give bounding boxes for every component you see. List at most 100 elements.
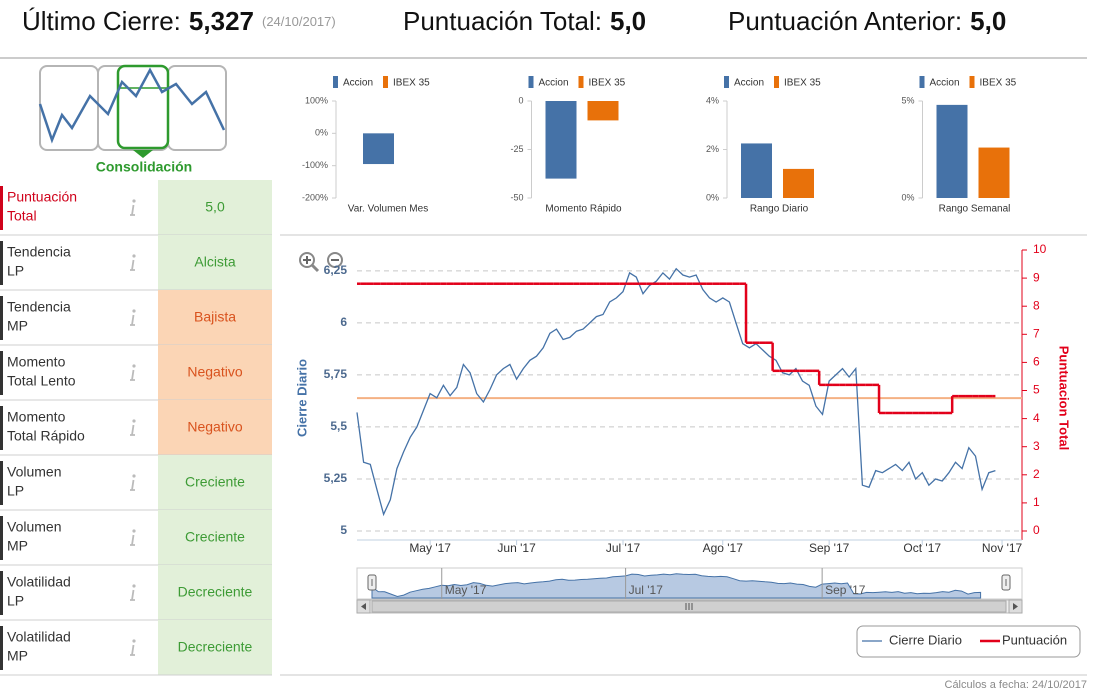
- y-axis-title: Cierre Diario: [294, 359, 309, 437]
- indicator-value-cell: [158, 565, 272, 620]
- x-tick-label: Nov '17: [982, 541, 1023, 555]
- info-stem: [130, 589, 135, 601]
- indicator-label: LP: [7, 593, 24, 609]
- y2-tick-label: 8: [1033, 298, 1040, 312]
- indicator-label: Volatilidad: [7, 629, 71, 645]
- navigator-handle[interactable]: [367, 574, 377, 591]
- y-tick-label: -25: [510, 144, 523, 154]
- navigator-handle[interactable]: [1001, 574, 1011, 591]
- indicator-label: LP: [7, 483, 24, 499]
- info-icon: [130, 529, 136, 546]
- info-stem: [130, 369, 135, 381]
- info-stem: [130, 314, 135, 326]
- info-dot: [132, 309, 136, 313]
- indicator-marker: [0, 241, 3, 285]
- y2-tick-label: 5: [1033, 383, 1040, 397]
- y2-tick-label: 2: [1033, 467, 1040, 481]
- x-tick-label: May '17: [409, 541, 451, 555]
- y-tick-label: -200%: [302, 192, 328, 202]
- x-tick-label: Jul '17: [606, 541, 641, 555]
- legend-swatch: [528, 76, 534, 88]
- indicator-value-cell: [158, 290, 272, 345]
- y2-tick-label: 10: [1033, 242, 1047, 256]
- legend-swatch: [383, 76, 388, 88]
- header-value: 5,327: [189, 6, 254, 36]
- indicator-value: Creciente: [185, 474, 245, 490]
- header-item: Último Cierre: 5,327 (24/10/2017): [22, 6, 336, 36]
- info-dot: [132, 199, 136, 203]
- indicator-marker: [0, 186, 3, 230]
- legend-swatch: [969, 76, 975, 88]
- x-category-label: Rango Semanal: [939, 204, 1011, 215]
- info-icon: [130, 309, 136, 326]
- info-dot: [132, 364, 136, 368]
- legend-label: IBEX 35: [980, 78, 1017, 89]
- indicator-value: Decreciente: [178, 584, 253, 600]
- y2-tick-label: 9: [1033, 270, 1040, 284]
- x-tick-label: Jun '17: [497, 541, 536, 555]
- indicator-value: Alcista: [194, 254, 235, 270]
- indicator-value: 5,0: [205, 199, 225, 215]
- bar: [936, 104, 968, 198]
- info-dot: [132, 584, 136, 588]
- info-icon: [130, 474, 136, 491]
- y2-tick-label: 6: [1033, 355, 1040, 369]
- indicator-marker: [0, 296, 3, 340]
- legend-swatch: [774, 76, 779, 88]
- header-item: Puntuación Anterior: 5,0: [728, 6, 1006, 36]
- legend-label: Puntuación: [1002, 632, 1067, 647]
- x-category-label: Rango Diario: [750, 204, 809, 215]
- y-tick-label: 6,25: [324, 263, 348, 277]
- indicator-value-cell: [158, 455, 272, 510]
- scrollbar[interactable]: [356, 599, 1023, 614]
- y-tick-label: 0%: [901, 192, 914, 202]
- footer-text: Cálculos a fecha: 24/10/2017: [945, 679, 1088, 691]
- indicator-value-cell: [158, 180, 272, 235]
- info-dot: [132, 639, 136, 643]
- x-category-label: Var. Volumen Mes: [348, 204, 428, 215]
- navigator-label: Jul '17: [629, 583, 664, 597]
- y-tick-label: 0: [518, 95, 523, 105]
- indicator-marker: [0, 516, 3, 560]
- info-stem: [130, 644, 135, 656]
- y2-tick-label: 3: [1033, 439, 1040, 453]
- bar: [587, 101, 619, 121]
- y-tick-label: 4%: [706, 95, 719, 105]
- header-note: (24/10/2017): [262, 14, 336, 29]
- indicator-label: MP: [7, 318, 28, 334]
- y-tick-label: 6: [340, 315, 347, 329]
- info-icon: [130, 584, 136, 601]
- indicator-label: Volumen: [7, 519, 61, 535]
- navigator-label: May '17: [445, 583, 487, 597]
- indicator-value: Negativo: [187, 364, 242, 380]
- zoom-out-button[interactable]: [327, 252, 343, 268]
- indicator-label: Volumen: [7, 464, 61, 480]
- y-tick-label: 5: [340, 523, 347, 537]
- indicator-label: Tendencia: [7, 244, 71, 260]
- y-tick-label: 5%: [901, 95, 914, 105]
- header-label: Puntuación Anterior:: [728, 6, 962, 36]
- info-stem: [130, 204, 135, 216]
- info-stem: [130, 424, 135, 436]
- indicator-value-cell: [158, 510, 272, 565]
- indicator-value: Bajista: [194, 309, 236, 325]
- legend-label: IBEX 35: [393, 78, 430, 89]
- indicator-value-cell: [158, 345, 272, 400]
- x-category-label: Momento Rápido: [545, 204, 622, 215]
- header-label: Puntuación Total:: [403, 6, 602, 36]
- indicator-value: Decreciente: [178, 639, 253, 655]
- zoom-in-button[interactable]: [299, 252, 320, 273]
- indicator-label: Total Lento: [7, 373, 76, 389]
- y-tick-label: 100%: [305, 95, 328, 105]
- indicator-label: MP: [7, 538, 28, 554]
- indicator-label: Momento: [7, 354, 66, 370]
- bar: [741, 143, 772, 198]
- indicator-marker: [0, 571, 3, 615]
- header-value: 5,0: [610, 6, 646, 36]
- header-label: Último Cierre:: [22, 6, 181, 36]
- navigator-label: Sep '17: [825, 583, 866, 597]
- y2-tick-label: 4: [1033, 411, 1040, 425]
- legend-label: IBEX 35: [589, 78, 626, 89]
- info-icon: [130, 419, 136, 436]
